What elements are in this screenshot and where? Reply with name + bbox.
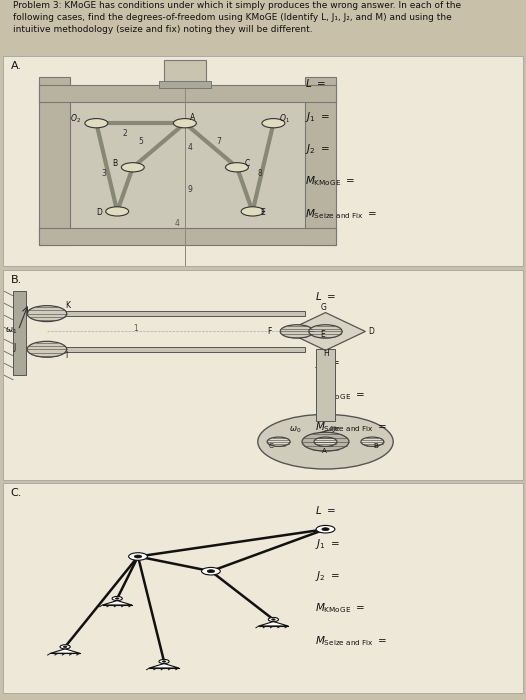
Text: A: A [322, 448, 327, 454]
Circle shape [268, 617, 279, 622]
Polygon shape [149, 664, 179, 668]
Circle shape [314, 437, 337, 447]
Text: I: I [65, 351, 67, 360]
Text: 5: 5 [138, 137, 143, 146]
Bar [39, 228, 336, 245]
Text: $M_{\mathsf{KMoGE}}\ =$: $M_{\mathsf{KMoGE}}\ =$ [305, 174, 355, 188]
Circle shape [316, 526, 335, 533]
Bar [316, 349, 335, 421]
Text: A.: A. [11, 62, 22, 71]
Circle shape [122, 162, 144, 172]
Polygon shape [50, 649, 80, 653]
Circle shape [27, 342, 67, 357]
Text: E: E [320, 330, 325, 339]
Polygon shape [259, 622, 288, 626]
Circle shape [63, 646, 67, 648]
Text: $L\ =$: $L\ =$ [305, 77, 326, 89]
Text: C: C [245, 160, 250, 168]
Text: $L\ =$: $L\ =$ [315, 290, 336, 302]
Bar [305, 77, 336, 245]
Text: 8: 8 [258, 169, 262, 178]
Circle shape [27, 306, 67, 321]
Text: B: B [373, 443, 378, 449]
Text: J: J [13, 344, 15, 352]
Text: $O_1$: $O_1$ [279, 112, 289, 125]
Polygon shape [286, 312, 366, 351]
Text: 3: 3 [102, 169, 106, 178]
Text: C: C [268, 443, 273, 449]
Text: 4: 4 [187, 144, 193, 153]
Text: $M_{\mathsf{Seize\ and\ Fix}}\ =$: $M_{\mathsf{Seize\ and\ Fix}}\ =$ [315, 634, 388, 648]
Circle shape [115, 598, 119, 599]
Text: B.: B. [11, 274, 22, 285]
Text: $M_{\mathsf{KMoGE}}\ =$: $M_{\mathsf{KMoGE}}\ =$ [315, 601, 365, 615]
Text: D: D [96, 207, 102, 216]
Circle shape [106, 206, 129, 216]
Text: $J_2\ =$: $J_2\ =$ [315, 356, 340, 370]
Text: $M_{\mathsf{Seize\ and\ Fix}}\ =$: $M_{\mathsf{Seize\ and\ Fix}}\ =$ [305, 207, 377, 221]
Text: 2: 2 [123, 129, 127, 138]
Text: B: B [112, 160, 117, 168]
Text: $M_{\mathsf{KMoGE}}\ =$: $M_{\mathsf{KMoGE}}\ =$ [315, 388, 365, 402]
Bar [39, 85, 336, 102]
Circle shape [241, 206, 264, 216]
Text: 9: 9 [187, 186, 193, 195]
Bar [159, 81, 211, 88]
Circle shape [309, 325, 342, 338]
Circle shape [361, 437, 384, 447]
Text: Problem 3: KMoGE has conditions under which it simply produces the wrong answer.: Problem 3: KMoGE has conditions under wh… [13, 1, 461, 34]
Circle shape [159, 659, 169, 664]
Circle shape [129, 553, 147, 560]
Text: $M_{\mathsf{Seize\ and\ Fix}}\ =$: $M_{\mathsf{Seize\ and\ Fix}}\ =$ [315, 421, 388, 435]
Circle shape [207, 570, 215, 573]
Bar [13, 290, 26, 375]
Text: 1: 1 [133, 325, 138, 333]
Circle shape [201, 568, 220, 575]
Circle shape [302, 432, 349, 451]
Text: G: G [320, 304, 326, 312]
Text: $L\ =$: $L\ =$ [315, 504, 336, 516]
Circle shape [174, 118, 196, 128]
Text: 7: 7 [216, 137, 221, 146]
Circle shape [262, 118, 285, 128]
Bar [39, 77, 70, 245]
Circle shape [85, 118, 108, 128]
Circle shape [134, 555, 141, 558]
Bar [47, 311, 305, 316]
Text: $J_1\ =$: $J_1\ =$ [315, 323, 340, 337]
Text: E: E [260, 207, 265, 216]
Circle shape [163, 661, 166, 662]
Text: 4: 4 [175, 219, 179, 228]
Circle shape [258, 414, 393, 469]
Circle shape [280, 325, 313, 338]
Text: $J_2\ =$: $J_2\ =$ [315, 569, 340, 583]
Polygon shape [103, 601, 132, 605]
Bar [164, 60, 206, 85]
Text: H: H [323, 349, 329, 358]
Text: $\omega_1$: $\omega_1$ [5, 326, 17, 336]
Text: $J_1\ =$: $J_1\ =$ [315, 536, 340, 550]
Circle shape [271, 619, 275, 620]
Circle shape [226, 162, 248, 172]
Text: K: K [65, 301, 70, 310]
Text: $J_2\ =$: $J_2\ =$ [305, 142, 329, 156]
Bar [70, 102, 305, 228]
Text: $O_2$: $O_2$ [70, 112, 81, 125]
Circle shape [267, 437, 290, 447]
Text: F: F [267, 326, 272, 335]
Text: $\omega_0$: $\omega_0$ [289, 424, 301, 435]
Text: D: D [368, 326, 374, 335]
Bar [47, 346, 305, 352]
Circle shape [112, 596, 123, 601]
Text: $J_1\ =$: $J_1\ =$ [305, 109, 329, 123]
Text: A: A [190, 113, 195, 122]
Circle shape [60, 645, 70, 649]
Text: C.: C. [11, 489, 22, 498]
Circle shape [322, 528, 329, 531]
